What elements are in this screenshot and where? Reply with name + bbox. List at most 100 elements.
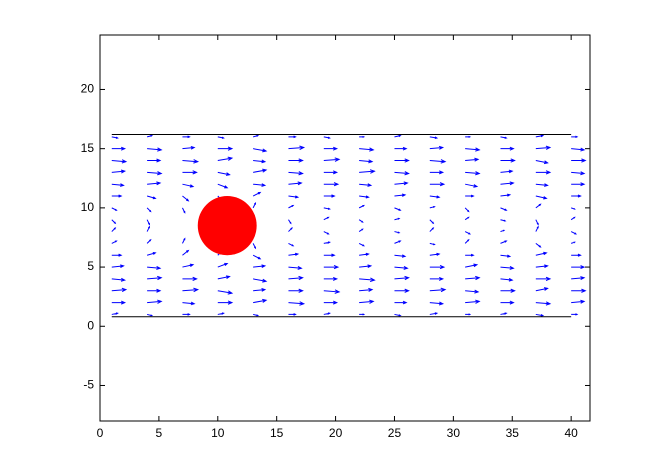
- arrow: [500, 181, 515, 186]
- arrow: [571, 135, 579, 138]
- arrow: [147, 171, 163, 176]
- arrow: [111, 219, 117, 225]
- arrow: [359, 299, 375, 304]
- arrow: [323, 146, 339, 151]
- arrow: [359, 159, 374, 164]
- arrow: [288, 252, 300, 256]
- arrow: [535, 160, 549, 165]
- arrow: [323, 231, 330, 235]
- arrow: [182, 183, 195, 188]
- arrow: [358, 204, 365, 209]
- arrow: [500, 136, 508, 139]
- arrow: [288, 301, 306, 306]
- arrow: [500, 219, 507, 222]
- arrow: [182, 159, 200, 164]
- plot-area: [100, 35, 590, 421]
- arrow: [146, 219, 151, 226]
- arrow: [500, 265, 515, 270]
- arrow: [147, 181, 162, 186]
- arrow: [217, 275, 231, 280]
- arrow: [359, 183, 373, 187]
- arrow: [429, 301, 445, 306]
- arrow: [111, 264, 125, 269]
- arrow: [464, 207, 470, 213]
- arrow: [253, 288, 267, 292]
- arrow: [323, 300, 339, 305]
- arrow: [182, 287, 200, 293]
- arrow: [571, 147, 586, 152]
- arrow: [394, 207, 402, 211]
- y-tick-label: -5: [83, 378, 94, 392]
- arrow: [288, 135, 297, 139]
- arrow: [571, 194, 582, 198]
- arrow: [146, 252, 157, 256]
- arrow: [182, 237, 186, 244]
- arrow: [465, 275, 481, 281]
- arrow: [288, 181, 303, 186]
- arrow: [359, 287, 374, 292]
- arrow: [217, 312, 225, 315]
- arrow: [288, 313, 297, 316]
- arrow: [323, 182, 340, 187]
- arrow: [288, 227, 293, 232]
- arrow: [323, 157, 341, 162]
- arrow: [429, 195, 441, 199]
- arrow: [535, 183, 549, 187]
- x-tick-label: 35: [506, 426, 520, 440]
- arrow: [464, 238, 470, 244]
- arrow: [535, 134, 545, 138]
- arrow: [394, 275, 410, 281]
- arrow: [111, 183, 125, 187]
- arrow: [217, 136, 225, 139]
- arrow: [500, 288, 516, 293]
- y-tick-label: 20: [81, 82, 95, 96]
- arrow: [464, 216, 470, 221]
- arrow: [465, 157, 480, 162]
- arrow: [535, 264, 549, 269]
- arrow: [147, 299, 163, 304]
- arrow: [111, 136, 119, 139]
- arrow: [535, 313, 545, 317]
- arrow: [394, 240, 402, 244]
- arrow: [429, 276, 445, 281]
- arrow: [571, 171, 586, 176]
- arrow: [571, 182, 586, 187]
- y-tick-label: 15: [81, 141, 95, 155]
- arrow: [429, 219, 435, 225]
- arrow: [253, 264, 267, 269]
- arrow: [217, 290, 234, 295]
- arrow: [217, 146, 234, 151]
- arrow: [465, 313, 472, 316]
- arrow: [253, 183, 267, 187]
- arrow: [253, 168, 268, 173]
- arrow: [500, 146, 515, 151]
- arrow: [111, 287, 128, 292]
- arrow: [500, 158, 516, 163]
- arrow: [429, 227, 435, 232]
- arrow: [359, 135, 366, 138]
- arrow: [394, 158, 410, 163]
- arrow: [146, 134, 154, 138]
- arrow: [358, 242, 365, 247]
- arrow: [288, 242, 295, 247]
- arrow: [323, 170, 339, 175]
- arrow: [147, 147, 163, 152]
- arrow: [146, 313, 154, 317]
- arrow: [429, 312, 439, 315]
- arrow: [465, 289, 480, 294]
- arrow: [359, 195, 370, 199]
- arrow: [147, 265, 162, 270]
- arrow: [359, 313, 366, 316]
- arrow: [465, 299, 481, 304]
- arrow: [500, 277, 514, 282]
- arrow: [111, 227, 117, 232]
- arrow: [394, 146, 408, 151]
- x-tick-label: 40: [564, 426, 578, 440]
- arrow: [217, 156, 234, 162]
- arrow: [111, 207, 118, 211]
- arrow: [217, 300, 234, 305]
- arrow: [288, 275, 304, 281]
- arrow: [111, 253, 123, 257]
